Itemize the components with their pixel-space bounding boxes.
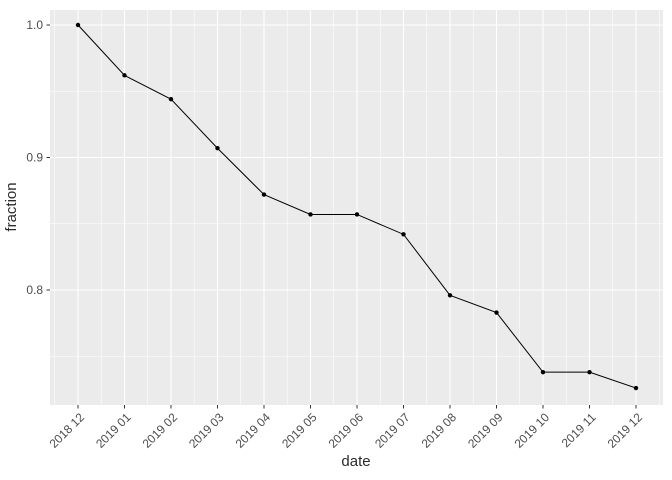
x-tick-label: 2019 12 — [605, 410, 646, 451]
x-tick-label: 2019 09 — [465, 410, 506, 451]
axis-tick-marks — [46, 24, 637, 409]
x-tick-label: 2019 03 — [186, 410, 227, 451]
x-tick-label: 2019 05 — [279, 410, 320, 451]
x-tick-label: 2019 04 — [233, 410, 274, 451]
data-point — [261, 192, 267, 197]
data-point — [401, 232, 406, 237]
data-point — [122, 73, 127, 78]
x-axis-title: date — [341, 453, 370, 470]
y-axis-title: fraction — [3, 182, 20, 231]
data-point — [494, 310, 499, 315]
data-point — [75, 22, 81, 28]
gridlines-major — [50, 10, 663, 405]
x-tick-label: 2019 06 — [326, 410, 367, 451]
data-point — [354, 212, 360, 217]
x-tick-label: 2019 01 — [93, 410, 134, 451]
data-series — [75, 22, 639, 391]
x-tick-label: 2019 07 — [372, 410, 413, 451]
y-tick-label: 0.9 — [26, 151, 43, 165]
x-tick-label: 2018 12 — [47, 410, 88, 451]
data-point — [215, 146, 220, 151]
y-tick-label: 0.8 — [26, 283, 43, 297]
x-tick-label: 2019 11 — [559, 410, 599, 450]
data-point — [633, 385, 639, 391]
data-point — [447, 293, 453, 298]
data-point — [308, 212, 313, 217]
y-tick-label: 1.0 — [26, 18, 43, 32]
data-point — [587, 369, 592, 375]
data-point — [168, 97, 174, 102]
data-point — [540, 369, 546, 375]
x-tick-label: 2019 02 — [140, 410, 181, 451]
x-tick-label: 2019 10 — [512, 410, 553, 451]
x-tick-label: 2019 08 — [419, 410, 460, 451]
